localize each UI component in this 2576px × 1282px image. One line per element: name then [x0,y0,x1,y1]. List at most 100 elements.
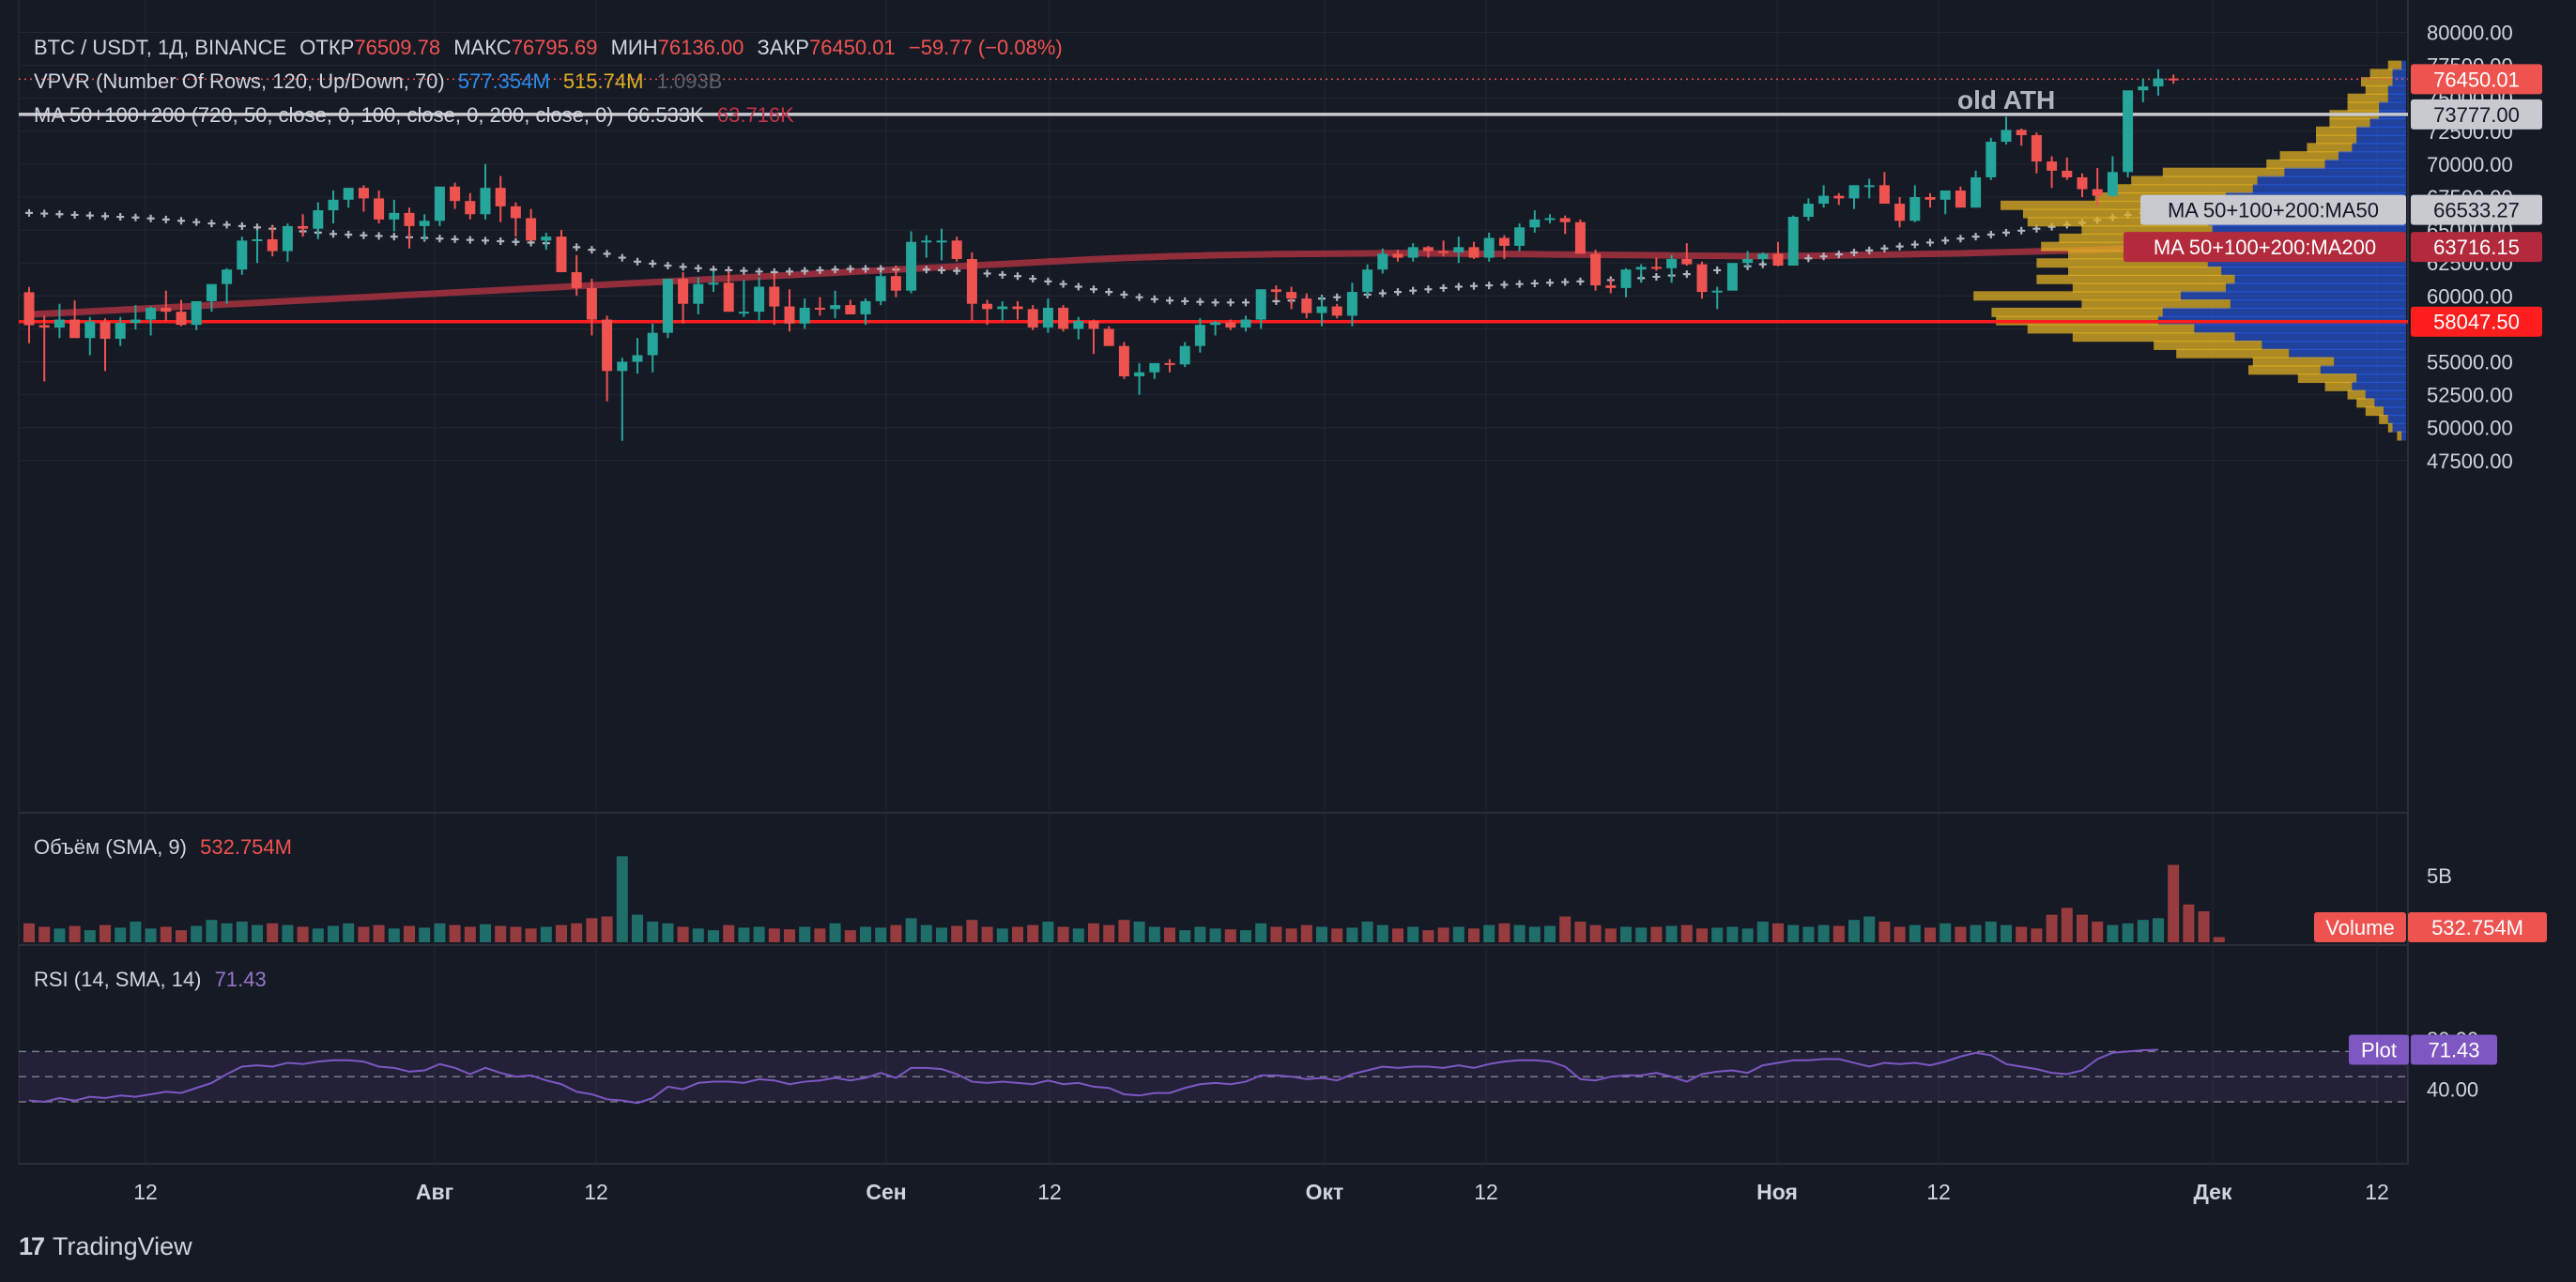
volume-bar [799,926,811,942]
ma-label[interactable]: MA 50+100+200 (720, 50, close, 0, 100, c… [34,103,614,127]
support-tag-bg [2411,306,2542,337]
volume-bar [2137,920,2149,942]
volume-bar [1955,926,1967,942]
candle-body [2077,176,2088,190]
candle-body [1286,292,1297,299]
volume-bar [2092,922,2104,942]
ma50-point [1682,270,1691,279]
candle-body [1331,306,1342,316]
candle-body [1544,218,1556,221]
candle-body [69,319,81,339]
volume-tag-bg [2408,912,2547,942]
volume-label[interactable]: Объём (SMA, 9) [34,835,187,859]
volume-bar [267,923,279,942]
volume-bar [1848,920,1860,942]
vpvr-up-bar [2384,406,2406,417]
candle-body [571,272,582,288]
vpvr-up-bar [2369,118,2406,129]
vpvr-up-bar [2334,357,2406,367]
ma50-point [664,262,672,270]
vpvr-down-bar [2248,365,2321,375]
candle-body [1407,247,1418,258]
candle-body [906,241,917,291]
candle-body [343,188,354,200]
vpvr-up-bar [2257,176,2406,186]
candle-body [1635,267,1647,270]
time-tick-label: 12 [133,1180,158,1204]
tradingview-logo[interactable]: 17 TradingView [19,1232,192,1261]
old-ath-label: old ATH [1957,85,2055,114]
ma50-point [618,253,626,262]
vpvr-down-bar [2279,151,2338,161]
volume-bar [601,916,613,942]
volume-bar [1270,926,1282,942]
vpvr-up-bar [2387,84,2406,95]
ma50-point [1530,279,1539,287]
ma50-point [1926,238,1934,247]
candle-body [1711,290,1723,293]
rsi-line [28,1048,2159,1105]
volume-bar [1452,926,1464,942]
vpvr-down-bar [2081,299,2231,310]
candle-body [465,201,476,215]
open-label: ОТКР [299,36,355,59]
volume-bar [1285,928,1297,942]
volume-bar [708,930,719,942]
volume-bar [1255,923,1267,942]
candle-body [1574,221,1586,254]
symbol-name[interactable]: BTC / USDT, 1Д, BINANCE [34,36,287,59]
ma50-point [1515,280,1524,288]
ma50-tag-bg [2411,194,2542,225]
rsi-legend[interactable]: RSI (14, SMA, 14) 71.43 [34,968,274,992]
candle-body [1362,269,1373,293]
ma50-value: 66.533K [626,103,704,127]
candle-body [1863,185,1875,188]
candle-body [2092,189,2103,196]
volume-bar [875,927,887,942]
candle-body [2153,78,2164,87]
vpvr-down-bar [2369,69,2393,79]
rsi-label[interactable]: RSI (14, SMA, 14) [34,968,202,991]
ma-legend[interactable]: MA 50+100+200 (720, 50, close, 0, 100, c… [34,103,802,128]
symbol-legend[interactable]: BTC / USDT, 1Д, BINANCE ОТКР76509.78 МАК… [34,36,1070,60]
candle-body [1878,185,1890,205]
ma50-point [1850,248,1858,256]
volume-bar [1042,922,1054,942]
volume-bar [2016,926,2028,942]
vpvr-down-bar [2347,93,2388,103]
ma50-point [1044,277,1052,285]
vpvr-down-bar [2027,324,2195,334]
candle-body [875,276,886,301]
candle-body [328,199,339,211]
candle-body [997,306,1008,310]
low-value: 76136.00 [657,36,744,59]
ma50-point [131,213,140,221]
vpvr-legend[interactable]: VPVR (Number Of Rows, 120, Up/Down, 70) … [34,69,729,94]
ma50-point [1971,233,1980,241]
vpvr-down-bar [2347,101,2380,112]
volume-bar [1985,922,1997,942]
candle-body [1696,264,1708,293]
candle-body [1909,197,1921,221]
volume-bar [1909,924,1921,942]
vpvr-down-bar [2154,340,2262,350]
volume-bar [525,928,537,942]
candle-body [541,237,552,241]
ma50-point [1439,283,1448,292]
candle-body [1818,195,1830,205]
volume-bar [1680,924,1693,942]
vpvr-label[interactable]: VPVR (Number Of Rows, 120, Up/Down, 70) [34,69,445,93]
ma50-point [679,263,687,271]
volume-bar [981,926,993,942]
volume-bar [1224,929,1236,942]
volume-bar [1544,925,1556,942]
ma50-point [146,214,155,222]
candle-body [1666,258,1678,268]
candle-body [1392,253,1403,258]
volume-bar [1604,928,1617,942]
volume-legend[interactable]: Объём (SMA, 9) 532.754M [34,835,299,860]
vpvr-down-bar [2001,200,2217,210]
volume-bar [556,924,567,942]
ma50-tag: 66533.27 [2433,199,2520,222]
